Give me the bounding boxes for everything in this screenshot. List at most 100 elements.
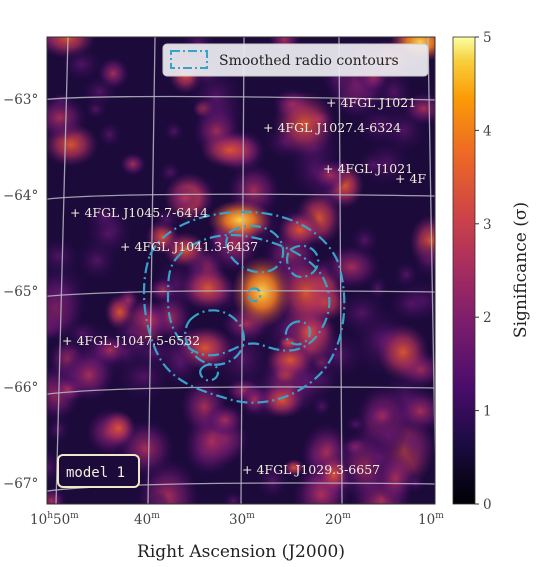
x-tick-value: 10: [30, 512, 47, 528]
y-tick-label: −66°: [3, 380, 38, 396]
heatmap-blob: [387, 283, 435, 324]
radio-contour: [184, 309, 246, 366]
x-axis-ticks: 10h50m 40m 30m 20m 10m: [30, 511, 444, 528]
colorbar-ticks: 0 1 2 3 4 5: [475, 30, 492, 513]
heatmap-hotspot: [208, 200, 272, 240]
heatmap-blob: [163, 120, 185, 143]
x-tick-sup: m: [70, 511, 79, 521]
x-tick-sup: m: [151, 511, 160, 521]
heatmap-blob: [393, 261, 419, 289]
heatmap-blob: [369, 410, 408, 460]
heatmap-hotspot: [177, 326, 233, 370]
heatmap-hotspot: [200, 132, 260, 168]
x-tick-value: 50: [53, 512, 70, 528]
heatmap-blob: [356, 151, 390, 179]
radio-contour: [166, 233, 331, 357]
x-tick-sup: h: [47, 511, 53, 521]
ra-grid-line: [240, 37, 245, 504]
heatmap-blob: [170, 186, 199, 210]
dec-grid-line: [47, 95, 435, 101]
x-tick-label: 20m: [325, 511, 351, 528]
heatmap-blob: [273, 91, 337, 157]
colorbar-tick-label: 0: [483, 497, 492, 513]
heatmap-blob: [158, 161, 182, 184]
heatmap-blob: [367, 275, 388, 301]
radio-contour: [284, 320, 312, 346]
heatmap-hotspot: [163, 232, 207, 268]
radio-contour: [286, 244, 320, 278]
source-label: + 4FGL J1041.3-6437: [120, 239, 258, 254]
heatmap-blob: [101, 410, 136, 447]
x-tick-value: 20: [325, 512, 342, 528]
heatmap-hotspot: [232, 256, 292, 328]
source-label: + 4FGL J1029.3-6657: [242, 462, 380, 477]
x-tick-sup: m: [342, 511, 351, 521]
x-tick-label: 10h50m: [30, 511, 79, 528]
legend-box: [162, 43, 429, 77]
y-tick-label: −67°: [3, 476, 38, 492]
y-tick-label: −64°: [3, 188, 38, 204]
x-tick-value: 10: [418, 512, 435, 528]
x-tick-sup: m: [246, 511, 255, 521]
heatmap-blob: [276, 256, 335, 329]
y-axis-ticks: −63° −64° −65° −66° −67°: [3, 92, 38, 492]
y-tick-label: −63°: [3, 92, 38, 108]
heatmap-blob: [97, 120, 123, 149]
y-tick-label: −65°: [3, 284, 38, 300]
map-frame: [46, 36, 436, 505]
x-tick-label: 30m: [229, 511, 255, 528]
heatmap-blob: [60, 46, 103, 83]
ra-grid-line: [147, 37, 156, 504]
heatmap-blob: [344, 415, 367, 433]
legend-swatch: [170, 50, 208, 69]
coordinate-grid: [47, 37, 435, 504]
heatmap-blob: [84, 201, 124, 233]
dec-grid-line: [47, 290, 435, 297]
heatmap-blob: [221, 490, 246, 504]
colorbar-label: Significance (σ): [511, 202, 531, 338]
legend: Smoothed radio contours: [162, 43, 429, 77]
heatmap-hotspot: [278, 212, 322, 248]
radio-contours: [142, 210, 346, 404]
map-panel: + 4FGL J1021 + 4FGL J1027.4-6324 + 4FGL J1…: [46, 36, 436, 505]
heatmap-hotspot: [260, 382, 304, 418]
heatmap-blob: [47, 95, 87, 141]
source-label: + 4FGL J1027.4-6324: [263, 120, 401, 135]
heatmap-blob: [152, 207, 182, 232]
colorbar-gradient: [452, 36, 476, 505]
x-tick-label: 10m: [418, 511, 444, 528]
source-labels: + 4FGL J1021 + 4FGL J1027.4-6324 + 4FGL J1…: [62, 95, 426, 477]
model-badge: model 1: [57, 454, 140, 488]
heatmap-hotspot: [90, 334, 130, 366]
source-label: + 4FGL J1045.7-6414: [70, 205, 208, 220]
x-tick-sup: m: [435, 511, 444, 521]
heatmap-blob: [255, 462, 290, 501]
heatmap-blob: [133, 336, 175, 369]
heatmap-blob: [119, 152, 147, 176]
ra-grid-line: [338, 37, 343, 504]
x-axis-label: Right Ascension (J2000): [137, 542, 345, 562]
radio-contour: [247, 287, 262, 303]
source-label: + 4F: [395, 171, 426, 186]
colorbar-tick-label: 3: [483, 217, 492, 233]
heatmap-blob: [80, 75, 119, 109]
ra-grid-line: [55, 37, 69, 504]
legend-label: Smoothed radio contours: [219, 53, 399, 69]
heatmap-blob: [47, 415, 71, 444]
source-label: + 4FGL J1047.5-6532: [62, 333, 200, 348]
heatmap-hotspot: [266, 342, 314, 378]
model-label: model 1: [66, 465, 125, 481]
heatmap-hotspot: [205, 404, 245, 436]
dec-grid-line: [47, 193, 435, 200]
radio-contour: [225, 224, 285, 274]
heatmap-blob: [354, 105, 406, 146]
model-badge-box: [57, 454, 140, 488]
radio-contour: [199, 363, 220, 382]
heatmap-hotspot: [130, 304, 170, 336]
heatmap-blob: [148, 492, 171, 504]
heatmap-blob: [283, 459, 305, 477]
colorbar-tick-label: 2: [483, 310, 492, 326]
radio-contour: [142, 210, 346, 404]
heatmap-blob: [412, 240, 435, 279]
colorbar-tick-label: 1: [483, 404, 492, 420]
